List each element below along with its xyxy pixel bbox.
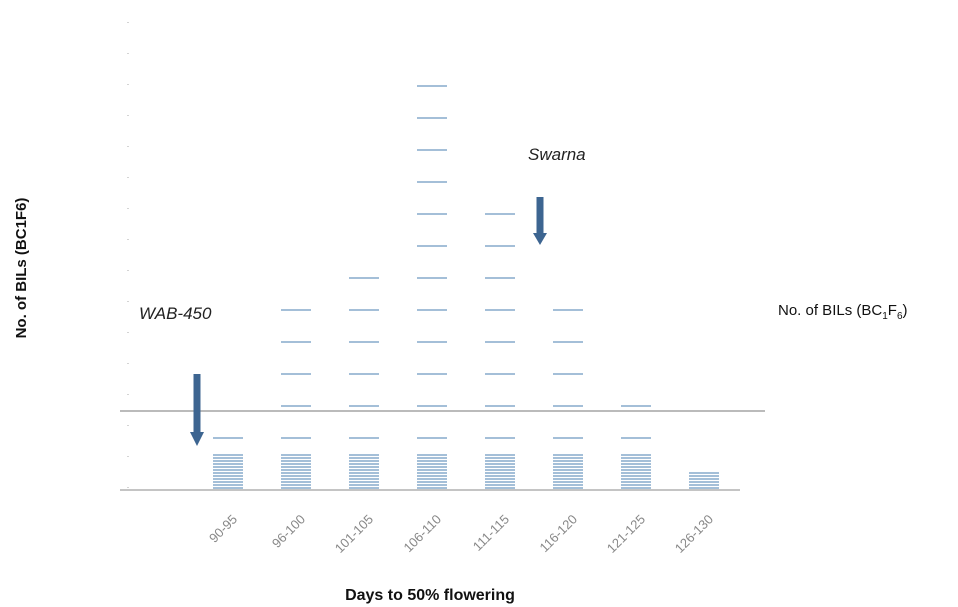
bar-116-120 <box>553 309 583 489</box>
swarna-annotation: Swarna <box>528 145 586 245</box>
x-tick-labels: 90-95 96-100 101-105 106-110 111-115 116-120 1… <box>206 512 716 556</box>
bar-106-110 <box>417 85 447 489</box>
swarna-arrowhead-icon <box>533 233 547 245</box>
x-tick-label: 96-100 <box>269 512 308 551</box>
bar-90-95 <box>213 437 243 489</box>
legend-label: No. of BILs (BC1F6) <box>778 302 908 322</box>
x-tick-label: 111-115 <box>470 512 512 554</box>
x-tick-label: 90-95 <box>206 512 240 546</box>
wab450-annotation: WAB-450 <box>139 304 212 446</box>
x-tick-label: 106-110 <box>400 512 444 556</box>
bar-96-100 <box>281 309 311 489</box>
x-axis-label: Days to 50% flowering <box>345 587 515 604</box>
bar-126-130 <box>689 472 719 489</box>
bar-111-115 <box>485 213 515 489</box>
x-tick-label: 121-125 <box>604 512 648 556</box>
x-tick-label: 116-120 <box>536 512 580 556</box>
swarna-label: Swarna <box>528 145 586 164</box>
bar-121-125 <box>621 405 651 489</box>
bar-101-105 <box>349 277 379 489</box>
wab450-label: WAB-450 <box>139 304 212 323</box>
x-tick-label: 126-130 <box>672 512 716 556</box>
y-axis-label: No. of BILs (BC1F6) <box>13 198 30 339</box>
chart-axes <box>120 22 765 491</box>
bar-group <box>213 85 719 489</box>
x-tick-label: 101-105 <box>332 512 376 556</box>
wab450-arrowhead-icon <box>190 432 204 446</box>
